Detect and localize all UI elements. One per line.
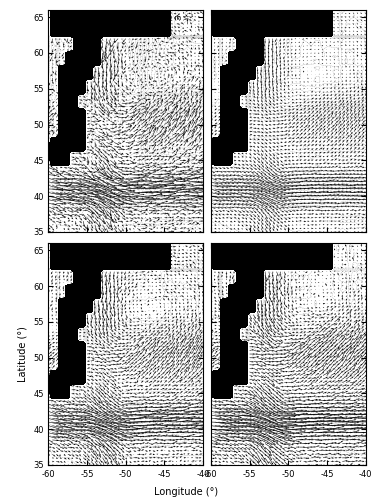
- Text: (b): (b): [214, 16, 230, 26]
- Y-axis label: Latitude (°): Latitude (°): [18, 326, 28, 382]
- Text: (d): (d): [214, 250, 230, 260]
- Text: (c): (c): [51, 250, 66, 260]
- Text: (a): (a): [51, 16, 67, 26]
- Text: Longitude (°): Longitude (°): [154, 487, 219, 497]
